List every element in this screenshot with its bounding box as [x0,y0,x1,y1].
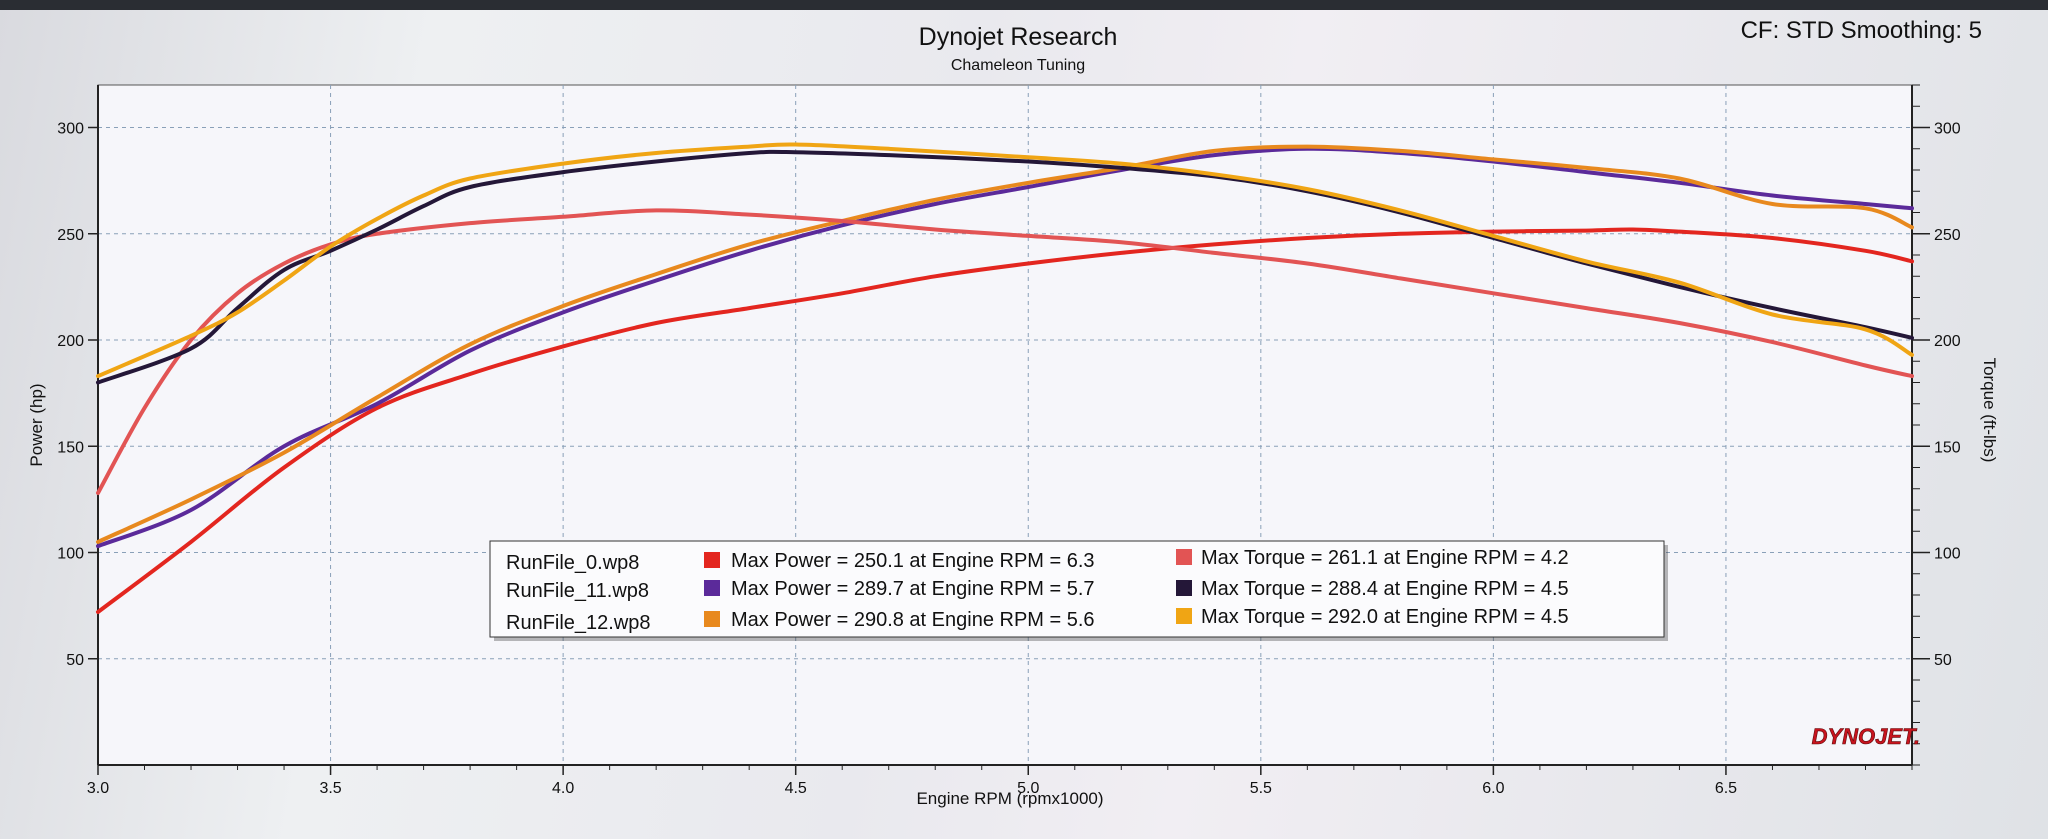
chart-title: Dynojet Research [919,23,1118,51]
y-right-tick-label: 100 [1934,546,1961,563]
x-tick-label: 4.5 [785,780,807,797]
chart-subtitle: Chameleon Tuning [951,57,1085,74]
y-left-tick-label: 50 [66,652,84,669]
legend: RunFile_0.wp8 RunFile_11.wp8 RunFile_12.… [489,540,1668,641]
y-left-tick-label: 150 [57,439,84,456]
legend-swatch-torque-2 [1176,608,1192,624]
legend-swatch-torque-1 [1176,580,1192,596]
legend-file-1: RunFile_11.wp8 [506,580,649,602]
window-top-strip [0,0,2048,10]
x-tick-label: 5.0 [1017,780,1039,797]
legend-torque-2: Max Torque = 292.0 at Engine RPM = 4.5 [1201,606,1569,628]
y-right-tick-label: 150 [1934,439,1961,456]
x-axis-label: Engine RPM (rpmx1000) [916,789,1103,808]
legend-swatch-power-2 [704,611,720,627]
x-tick-label: 6.0 [1482,780,1504,797]
series-torque-4 [96,149,1914,385]
legend-power-0: Max Power = 250.1 at Engine RPM = 6.3 [731,550,1095,572]
y-right-tick-label: 50 [1934,652,1952,669]
y-right-tick-label: 250 [1934,227,1961,244]
dynojet-logo: DYNOJET. [1812,724,1920,749]
correction-factor-info: CF: STD Smoothing: 5 [1741,17,1982,44]
x-tick-label: 6.5 [1715,780,1737,797]
y-right-tick-label: 300 [1934,121,1961,138]
series-lines [96,142,1914,614]
legend-swatch-torque-0 [1176,549,1192,565]
axes: 3.0 3.5 4.0 4.5 5.0 5.5 6.0 6.5 50 100 150 200 250 30… [57,84,1961,797]
plot-area [97,84,1913,766]
legend-file-2: RunFile_12.wp8 [506,612,651,634]
y-left-tick-label: 300 [57,121,84,138]
legend-swatch-power-0 [704,552,720,568]
x-tick-label: 3.0 [87,780,109,797]
series-power-2 [96,144,1914,544]
y-right-tick-label: 200 [1934,333,1961,350]
legend-power-2: Max Power = 290.8 at Engine RPM = 5.6 [731,609,1095,631]
legend-box [489,540,1665,638]
legend-power-1: Max Power = 289.7 at Engine RPM = 5.7 [731,578,1095,600]
y-axis-right-label: Torque (ft-lbs) [1980,358,1999,463]
legend-torque-0: Max Torque = 261.1 at Engine RPM = 4.2 [1201,547,1569,569]
series-power-1 [96,146,1914,549]
legend-swatch-power-1 [704,580,720,596]
series-power-0 [96,227,1914,614]
x-tick-label: 5.5 [1250,780,1272,797]
series-torque-3 [96,208,1914,495]
legend-torque-1: Max Torque = 288.4 at Engine RPM = 4.5 [1201,578,1569,600]
x-tick-label: 3.5 [319,780,341,797]
y-left-tick-label: 100 [57,546,84,563]
series-torque-5 [96,142,1914,379]
y-axis-left-label: Power (hp) [27,383,46,466]
x-tick-label: 4.0 [552,780,574,797]
y-left-tick-label: 200 [57,333,84,350]
y-left-tick-label: 250 [57,227,84,244]
legend-file-0: RunFile_0.wp8 [506,552,639,574]
